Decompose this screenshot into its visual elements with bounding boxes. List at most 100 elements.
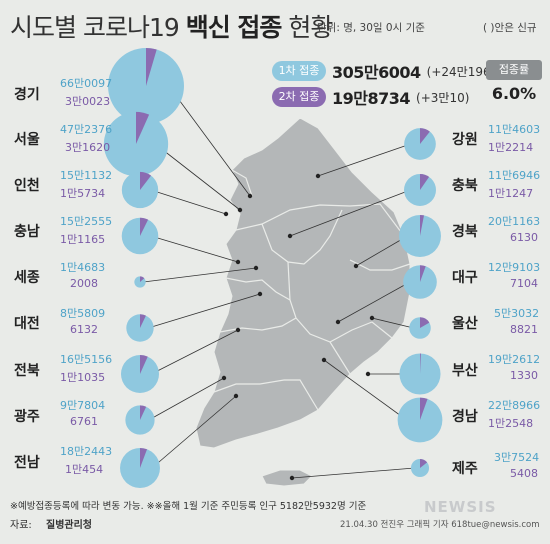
region-label-chungbuk: 충북 [452, 178, 478, 194]
region-label-sejong: 세종 [14, 270, 40, 286]
dose2-value-gangwon: 1만2214 [488, 141, 534, 154]
source-label: 자료: [10, 520, 32, 531]
dose1-value-gyeonggi: 66만0097 [60, 77, 113, 90]
dose1-increase: (+24만1967) [426, 64, 503, 79]
pie-dose2-ulsan [420, 317, 430, 328]
dose1-value-jeonbuk: 16만5156 [60, 353, 113, 366]
dose1-value-gyeongbuk: 20만1163 [488, 215, 541, 228]
dose2-value-jeju: 5408 [510, 467, 538, 480]
region-label-jeonbuk: 전북 [14, 363, 40, 379]
region-dot-gwangju [221, 375, 227, 381]
dose1-value-jeonnam: 18만2443 [60, 445, 113, 458]
credit: 21.04.30 전진우 그래픽 기자 618tue@newsis.com [340, 520, 540, 530]
region-label-jeonnam: 전남 [14, 455, 40, 471]
pie-dose2-sejong [140, 276, 145, 282]
dose1-value-busan: 19만2612 [488, 353, 541, 366]
pie-dose2-gangwon [420, 128, 430, 144]
dose1-value-sejong: 1만4683 [60, 261, 106, 274]
region-label-daegu: 대구 [452, 270, 478, 286]
dose2-summary: 2차 접종 19만8734 (+3만10) [272, 86, 469, 108]
dose2-value-chungnam: 1만1165 [60, 233, 106, 246]
region-dot-busan [365, 371, 371, 377]
subtitle: 단위: 명, 30일 0시 기준 [317, 22, 425, 34]
dose2-badge: 2차 접종 [272, 87, 326, 107]
leader-line-gangwon [317, 143, 411, 177]
pie-dose2-chungnam [140, 217, 149, 236]
pie-charts [103, 48, 443, 488]
leader-line-chungnam [150, 235, 239, 263]
dose2-total: 19만8734 [332, 89, 411, 108]
leader-line-chungbuk [289, 189, 411, 237]
leader-line-jeju [291, 467, 415, 479]
pie-dose2-seoul [136, 111, 150, 144]
footnote: ※예방접종등록에 따라 변동 가능. ※※올해 1월 기준 주민등록 인구 51… [10, 501, 367, 512]
dose1-value-seoul: 47만2376 [60, 123, 113, 136]
dose1-value-gwangju: 9만7804 [60, 399, 106, 412]
dose1-value-daejeon: 8만5809 [60, 307, 106, 320]
watermark: NEWSIS [424, 498, 497, 516]
pie-dose2-gyeonggi [146, 48, 157, 86]
dose2-value-busan: 1330 [510, 369, 538, 382]
dose1-value-chungbuk: 11만6946 [488, 169, 541, 182]
dose2-value-seoul: 3만1620 [65, 141, 111, 154]
dose1-value-jeju: 3만7524 [494, 451, 540, 464]
region-label-busan: 부산 [452, 363, 478, 379]
region-label-gyeongbuk: 경북 [452, 224, 478, 240]
leader-line-gyeonggi [168, 85, 251, 197]
pie-dose2-jeonnam [140, 448, 148, 468]
dose2-value-incheon: 1만5734 [60, 187, 106, 200]
leader-line-gyeongbuk [355, 235, 408, 267]
region-dot-incheon [223, 211, 229, 217]
pie-dose2-incheon [140, 171, 152, 190]
pie-dose2-gwangju [140, 405, 147, 420]
leader-line-gyeongnam [323, 359, 407, 421]
dose2-value-gwangju: 6761 [70, 415, 98, 428]
dose2-increase: (+3만10) [416, 90, 470, 105]
leader-line-daejeon [148, 293, 261, 329]
dose2-value-jeonnam: 1만454 [65, 463, 104, 476]
region-label-daejeon: 대전 [14, 316, 40, 332]
dose1-summary: 1차 접종 305만6004 (+24만1967) [272, 60, 503, 82]
dose2-value-daejeon: 6132 [70, 323, 98, 336]
pie-dose2-gyeongbuk [420, 215, 424, 236]
pie-dose2-jeju [420, 458, 428, 468]
pie-dose2-daejeon [140, 314, 146, 328]
rate-value: 6.0% [491, 84, 537, 103]
title-part1: 시도별 코로나19 [10, 13, 186, 42]
region-dot-daejeon [257, 291, 263, 297]
pie-dose2-gyeongnam [420, 397, 428, 420]
pie-dose2-chungbuk [420, 174, 430, 190]
region-label-chungnam: 충남 [14, 224, 40, 240]
dose2-value-sejong: 2008 [70, 277, 98, 290]
leader-line-jeonbuk [151, 329, 239, 375]
region-dot-gyeongnam [321, 357, 327, 363]
dose2-value-chungbuk: 1만1247 [488, 187, 534, 200]
border-lines [213, 169, 411, 411]
title-part2: 백신 접종 [185, 13, 283, 42]
region-dots [221, 173, 375, 481]
region-dot-sejong [253, 265, 259, 271]
page-title: 시도별 코로나19 백신 접종 현황 [10, 8, 333, 44]
dose2-value-daegu: 7104 [510, 277, 538, 290]
region-label-gyeonggi: 경기 [14, 87, 40, 103]
legend-note: ( )안은 신규 [483, 22, 537, 34]
region-label-jeju: 제주 [452, 461, 478, 477]
dose1-total: 305만6004 [332, 63, 421, 82]
pie-dose2-daegu [420, 265, 426, 282]
dose1-value-gyeongnam: 22만8966 [488, 399, 541, 412]
leader-line-seoul [155, 143, 241, 211]
leader-line-daegu [337, 281, 411, 323]
region-dot-chungbuk [287, 233, 293, 239]
dose1-value-ulsan: 5만3032 [494, 307, 540, 320]
dose1-value-incheon: 15만1132 [60, 169, 113, 182]
korea-map [195, 117, 411, 487]
leader-line-sejong [143, 267, 257, 283]
region-label-seoul: 서울 [14, 132, 40, 148]
source-value: 질병관리청 [46, 520, 92, 531]
region-dot-jeonbuk [235, 327, 241, 333]
dose1-badge: 1차 접종 [272, 61, 326, 81]
region-dot-daegu [335, 319, 341, 325]
leader-line-jeonnam [151, 395, 237, 469]
region-label-gyeongnam: 경남 [452, 409, 478, 425]
